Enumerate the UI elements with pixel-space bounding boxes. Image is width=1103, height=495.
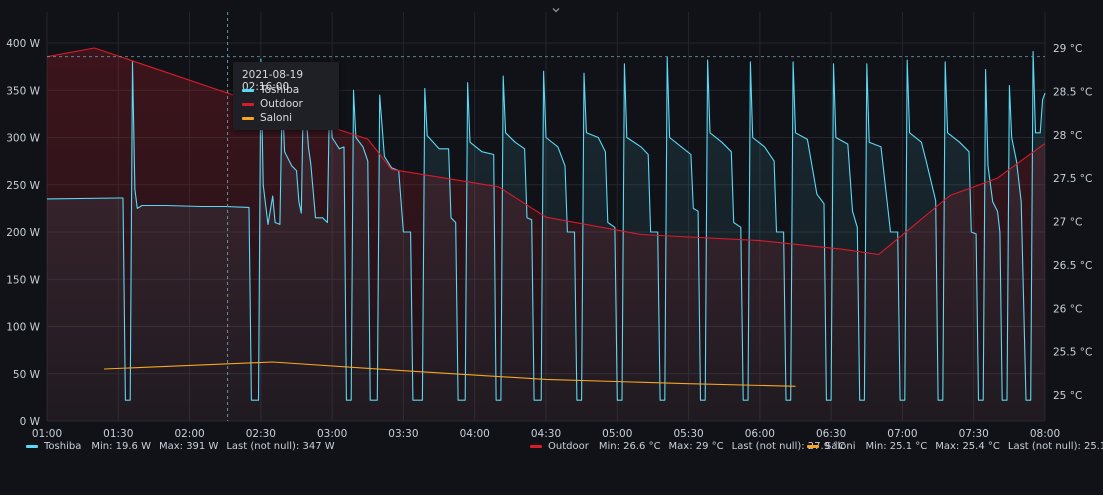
y-axis-left: 0 W 50 W 100 W 150 W 200 W 250 W 300 W 350 W 400… [6, 38, 40, 428]
x-tick-label: 03:00 [317, 428, 347, 440]
x-tick-label: 04:00 [460, 428, 490, 440]
y-right-tick-label: 25 °C [1053, 390, 1082, 402]
y-right-tick-label: 29 °C [1053, 43, 1082, 55]
x-tick-label: 01:00 [32, 428, 62, 440]
tooltip-swatch [242, 88, 254, 92]
chevron-down-icon[interactable] [551, 5, 561, 15]
legend-outdoor[interactable]: Outdoor Min: 26.6 °C Max: 29 °C Last (no… [530, 441, 853, 452]
tooltip-series-name: Outdoor [260, 98, 303, 110]
legend-series-name[interactable]: Outdoor [548, 441, 589, 452]
legend-series-name[interactable]: Toshiba [44, 441, 82, 452]
y-right-tick-label: 28 °C [1053, 130, 1082, 142]
x-tick-label: 04:30 [531, 428, 561, 440]
y-left-tick-label: 50 W [13, 369, 41, 381]
tooltip-swatch [242, 116, 254, 120]
x-tick-label: 02:00 [174, 428, 204, 440]
x-tick-label: 06:00 [745, 428, 775, 440]
y-right-tick-label: 26.5 °C [1053, 260, 1092, 272]
tooltip-series-name: Toshiba [260, 84, 300, 96]
y-left-tick-label: 0 W [20, 416, 41, 428]
x-tick-label: 08:00 [1030, 428, 1060, 440]
y-right-tick-label: 28.5 °C [1053, 86, 1092, 98]
y-left-tick-label: 250 W [6, 180, 40, 192]
legend-max: Max: 391 W [158, 441, 219, 452]
y-right-tick-label: 27.5 °C [1053, 173, 1092, 185]
y-left-tick-label: 200 W [6, 227, 40, 239]
x-tick-label: 06:30 [816, 428, 846, 440]
y-axis-right: 25 °C 25.5 °C 26 °C 26.5 °C 27 °C 27.5 °C 28 °… [1053, 43, 1092, 402]
y-left-tick-label: 400 W [6, 38, 40, 50]
x-tick-label: 05:30 [673, 428, 703, 440]
x-axis: 01:00 01:30 02:00 02:30 03:00 03:30 04:00 04:30… [32, 428, 1060, 440]
legend-swatch [807, 445, 819, 448]
legend-min: Min: 19.6 W [91, 441, 151, 452]
legend-saloni[interactable]: Saloni Min: 25.1 °C Max: 25.4 °C Last (n… [807, 441, 1103, 452]
y-left-tick-label: 350 W [6, 85, 40, 97]
series-line-toshiba [46, 50, 1046, 401]
legend-swatch [530, 445, 542, 448]
legend-swatch [26, 445, 38, 448]
series-area-outdoor [47, 48, 1045, 421]
y-right-tick-label: 25.5 °C [1053, 347, 1092, 359]
tooltip-swatch [242, 102, 254, 106]
legend-series-name[interactable]: Saloni [825, 441, 856, 452]
y-left-tick-label: 300 W [6, 133, 40, 145]
x-tick-label: 02:30 [246, 428, 276, 440]
series-line-saloni [103, 361, 796, 387]
tooltip-series-name: Saloni [260, 112, 293, 124]
chart-overlays [47, 12, 1045, 421]
series-fills [47, 48, 1045, 421]
x-tick-label: 07:00 [887, 428, 917, 440]
y-left-tick-label: 100 W [6, 322, 40, 334]
tooltip-row-outdoor: Outdoor [242, 98, 303, 110]
legend-last: Last (not null): 25.1 °C [1007, 441, 1103, 452]
legend-max: Max: 29 °C [668, 441, 724, 452]
legend-min: Min: 26.6 °C [598, 441, 661, 452]
y-right-tick-label: 26 °C [1053, 303, 1082, 315]
legend-max: Max: 25.4 °C [935, 441, 1000, 452]
x-tick-label: 07:30 [959, 428, 989, 440]
x-tick-label: 05:00 [602, 428, 632, 440]
x-tick-label: 03:30 [388, 428, 418, 440]
y-left-tick-label: 150 W [6, 274, 40, 286]
x-tick-label: 01:30 [103, 428, 133, 440]
tooltip-row-toshiba: Toshiba [242, 84, 299, 96]
y-right-tick-label: 27 °C [1053, 217, 1082, 229]
legend-min: Min: 25.1 °C [865, 441, 928, 452]
legend-toshiba[interactable]: Toshiba Min: 19.6 W Max: 391 W Last (not… [26, 441, 343, 452]
hover-tooltip: 2021-08-19 02:16:00 Toshiba Outdoor Salo… [233, 62, 339, 130]
tooltip-row-saloni: Saloni [242, 112, 292, 124]
legend-last: Last (not null): 27.9 °C [731, 441, 846, 452]
legend-last: Last (not null): 347 W [226, 441, 335, 452]
